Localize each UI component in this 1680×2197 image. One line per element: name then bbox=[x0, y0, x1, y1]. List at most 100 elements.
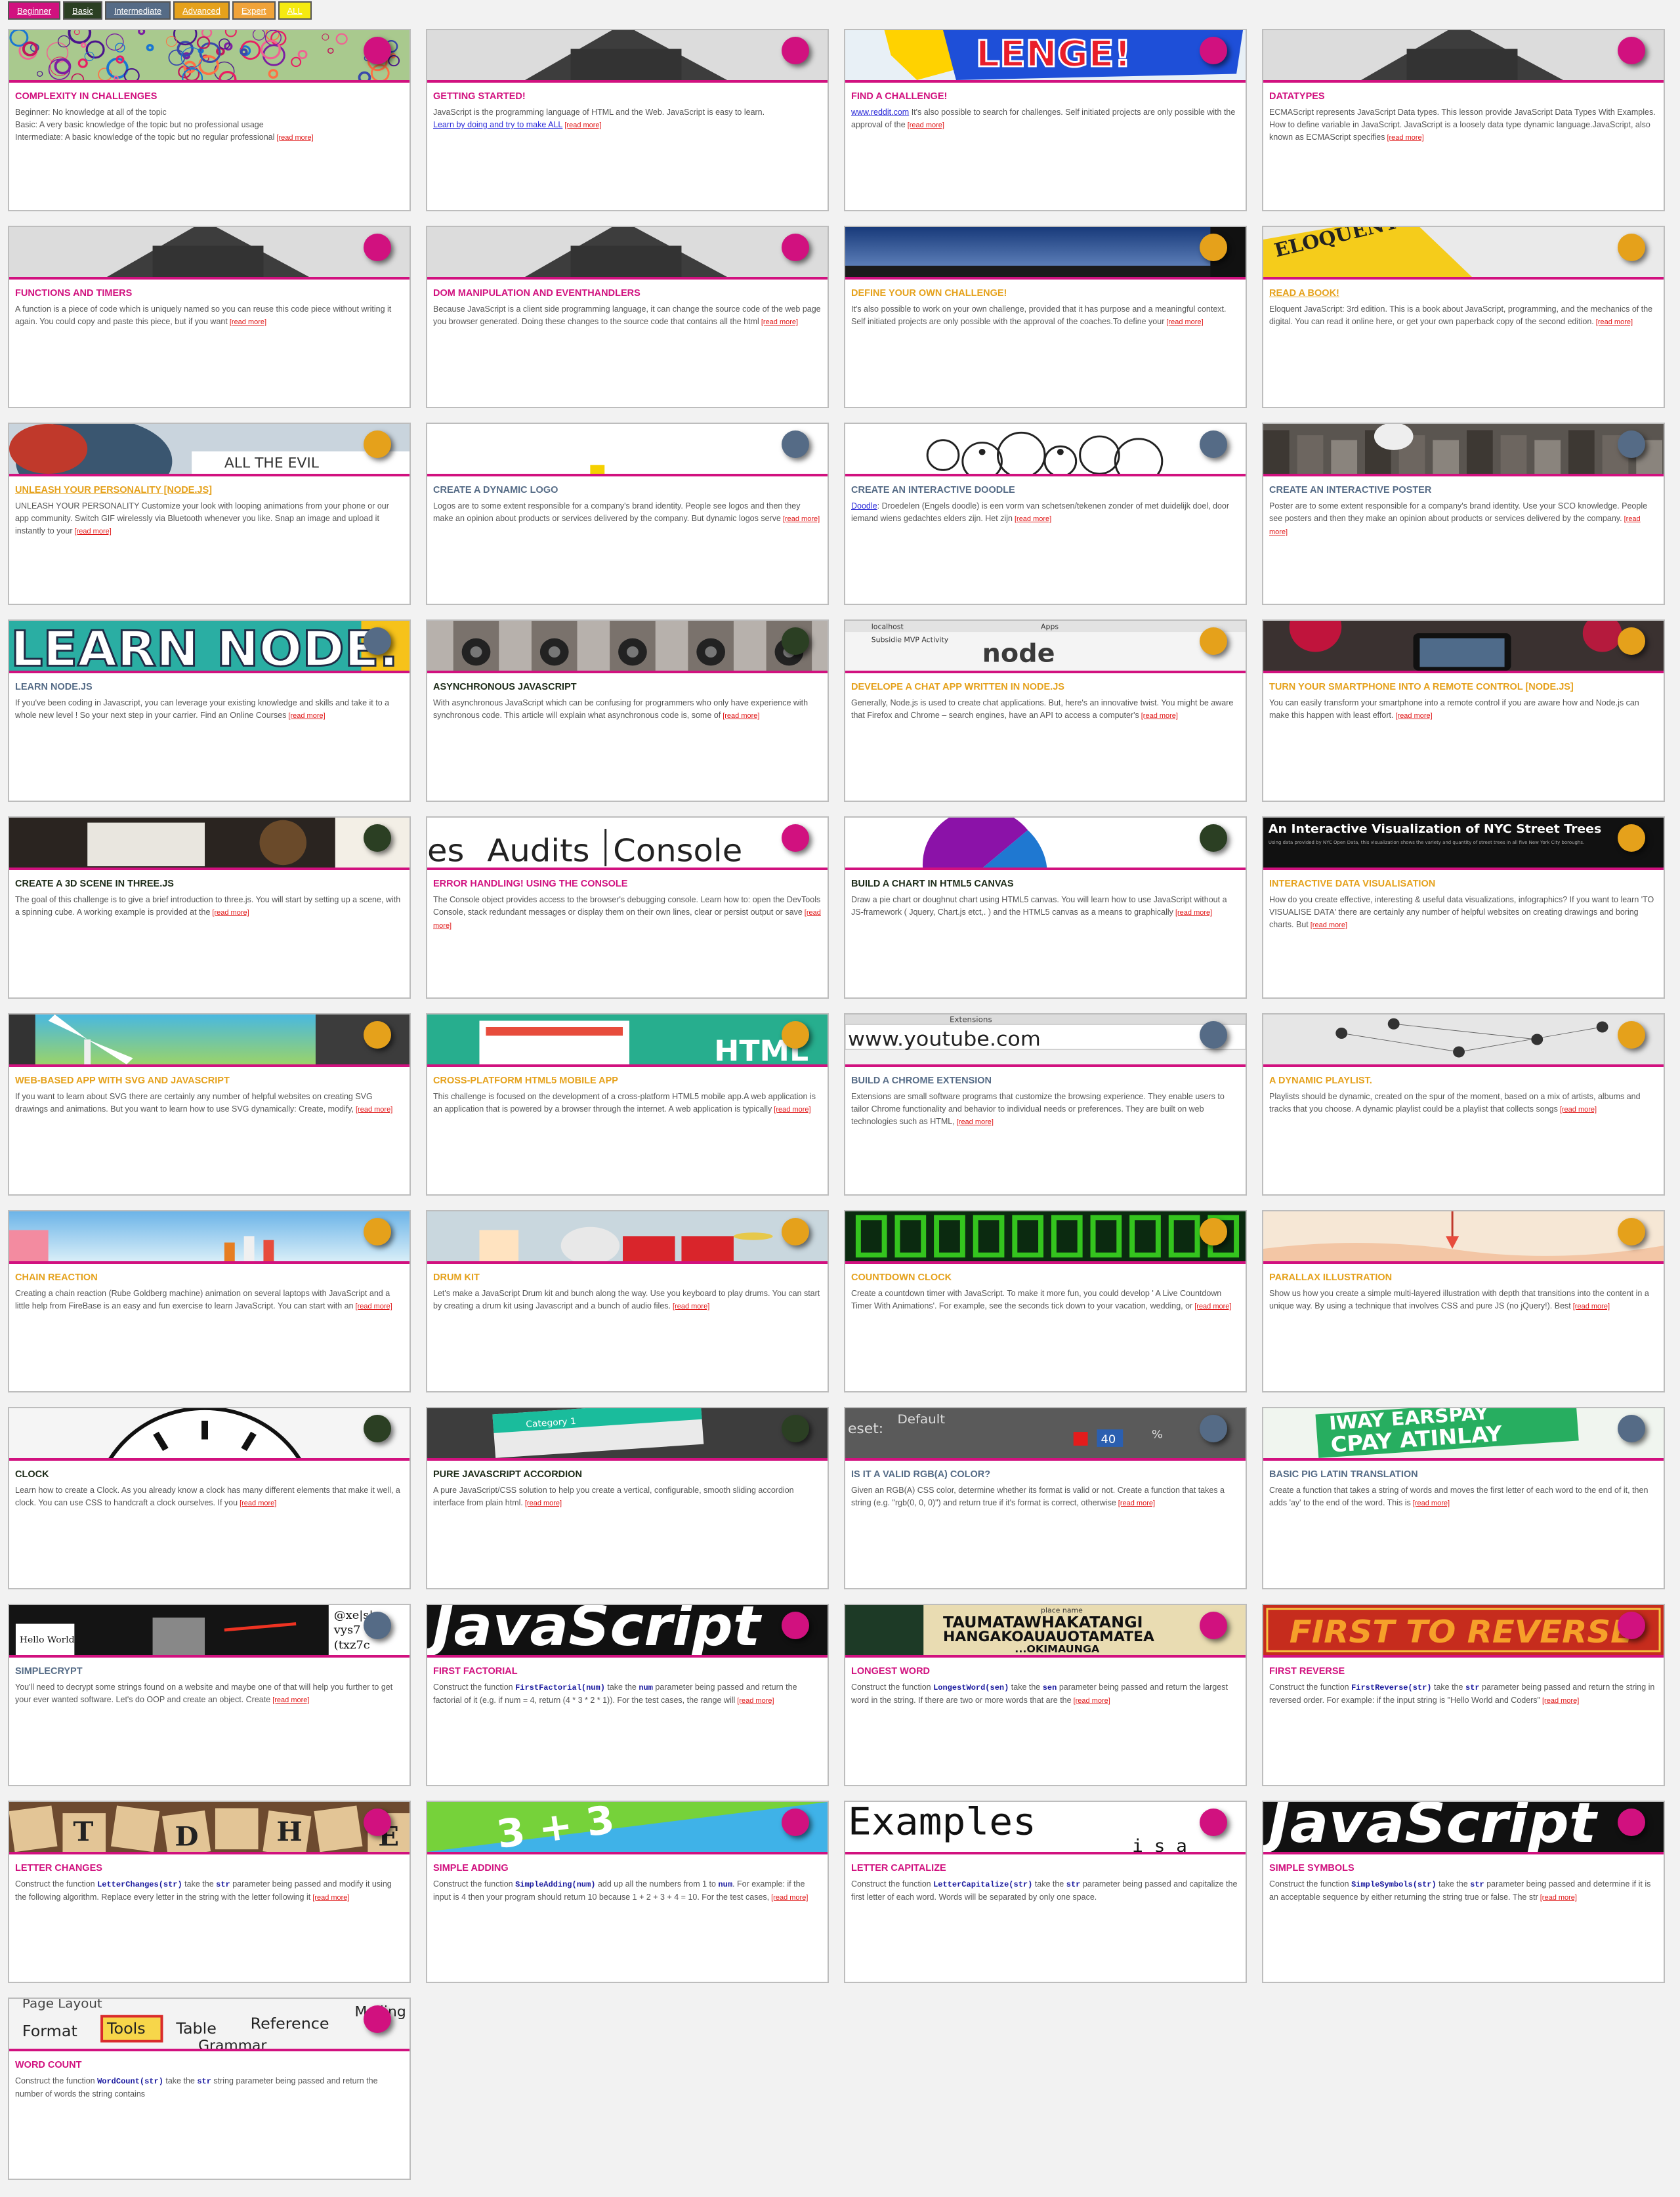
level-indicator-dot[interactable] bbox=[782, 37, 809, 64]
level-indicator-dot[interactable] bbox=[1200, 234, 1227, 261]
read-more-link[interactable]: [read more] bbox=[356, 1106, 393, 1114]
level-indicator-dot[interactable] bbox=[364, 1218, 391, 1245]
challenge-thumbnail[interactable] bbox=[1263, 30, 1664, 83]
level-indicator-dot[interactable] bbox=[1200, 1415, 1227, 1442]
challenge-thumbnail[interactable]: JavaScript bbox=[427, 1605, 828, 1658]
read-more-link[interactable]: [read more] bbox=[1194, 1303, 1232, 1310]
challenge-title[interactable]: LETTER CAPITALIZE bbox=[851, 1863, 946, 1873]
read-more-link[interactable]: [read more] bbox=[1412, 1499, 1450, 1507]
challenge-thumbnail[interactable]: 3 + 3 bbox=[427, 1802, 828, 1854]
level-indicator-dot[interactable] bbox=[782, 627, 809, 655]
level-indicator-dot[interactable] bbox=[364, 824, 391, 852]
level-indicator-dot[interactable] bbox=[364, 1415, 391, 1442]
challenge-title[interactable]: CROSS-PLATFORM HTML5 MOBILE APP bbox=[433, 1076, 618, 1086]
challenge-title[interactable]: WORD COUNT bbox=[15, 2060, 82, 2070]
level-indicator-dot[interactable] bbox=[1618, 824, 1645, 852]
challenge-thumbnail[interactable] bbox=[9, 1211, 410, 1264]
challenge-title[interactable]: CREATE A DYNAMIC LOGO bbox=[433, 485, 558, 495]
read-more-link[interactable]: [read more] bbox=[288, 712, 326, 720]
challenge-thumbnail[interactable]: ELOQUENT SCRIPT bbox=[1263, 227, 1664, 280]
level-indicator-dot[interactable] bbox=[1618, 430, 1645, 458]
read-more-link[interactable]: [read more] bbox=[1387, 134, 1424, 142]
read-more-link[interactable]: [read more] bbox=[1166, 318, 1204, 326]
read-more-link[interactable]: [read more] bbox=[1572, 1303, 1610, 1310]
level-indicator-dot[interactable] bbox=[364, 37, 391, 64]
filter-beginner-button[interactable]: Beginner bbox=[8, 1, 61, 20]
level-indicator-dot[interactable] bbox=[364, 1612, 391, 1639]
challenge-thumbnail[interactable] bbox=[9, 1015, 410, 1067]
read-more-link[interactable]: [read more] bbox=[240, 1499, 277, 1507]
level-indicator-dot[interactable] bbox=[782, 234, 809, 261]
level-indicator-dot[interactable] bbox=[1200, 1612, 1227, 1639]
read-more-link[interactable]: [read more] bbox=[761, 318, 799, 326]
challenge-title[interactable]: CREATE A 3D SCENE IN THREE.JS bbox=[15, 879, 174, 889]
filter-intermediate-button[interactable]: Intermediate bbox=[104, 1, 171, 20]
challenge-thumbnail[interactable]: eset: Default 40% bbox=[845, 1408, 1246, 1461]
description-link[interactable]: www.reddit.com bbox=[851, 108, 910, 117]
level-indicator-dot[interactable] bbox=[1200, 627, 1227, 655]
read-more-link[interactable]: [read more] bbox=[272, 1696, 310, 1704]
challenge-thumbnail[interactable] bbox=[1263, 1015, 1664, 1067]
level-indicator-dot[interactable] bbox=[364, 1021, 391, 1049]
read-more-link[interactable]: [read more] bbox=[276, 134, 314, 142]
challenge-title[interactable]: FIND A CHALLENGE! bbox=[851, 91, 948, 102]
read-more-link[interactable]: [read more] bbox=[1595, 318, 1633, 326]
challenge-thumbnail[interactable]: es Audits Console bbox=[427, 818, 828, 870]
challenge-title[interactable]: SIMPLE ADDING bbox=[433, 1863, 509, 1873]
challenge-thumbnail[interactable] bbox=[1263, 424, 1664, 476]
challenge-title[interactable]: LETTER CHANGES bbox=[15, 1863, 102, 1873]
challenge-thumbnail[interactable] bbox=[427, 621, 828, 673]
read-more-link[interactable]: [read more] bbox=[907, 121, 944, 129]
read-more-link[interactable]: [read more] bbox=[1014, 515, 1052, 523]
read-more-link[interactable]: [read more] bbox=[1310, 921, 1347, 929]
filter-all-button[interactable]: ALL bbox=[278, 1, 312, 20]
challenge-thumbnail[interactable] bbox=[427, 30, 828, 83]
challenge-title[interactable]: IS IT A VALID RGB(A) COLOR? bbox=[851, 1469, 991, 1480]
challenge-thumbnail[interactable]: Category 1 bbox=[427, 1408, 828, 1461]
challenge-thumbnail[interactable] bbox=[427, 227, 828, 280]
level-indicator-dot[interactable] bbox=[1618, 1218, 1645, 1245]
challenge-thumbnail[interactable] bbox=[9, 227, 410, 280]
filter-advanced-button[interactable]: Advanced bbox=[173, 1, 230, 20]
challenge-thumbnail[interactable] bbox=[845, 1211, 1246, 1264]
level-indicator-dot[interactable] bbox=[1618, 37, 1645, 64]
challenge-thumbnail[interactable] bbox=[845, 424, 1246, 476]
read-more-link[interactable]: [read more] bbox=[433, 909, 821, 930]
level-indicator-dot[interactable] bbox=[1200, 430, 1227, 458]
read-more-link[interactable]: [read more] bbox=[782, 515, 820, 523]
read-more-link[interactable]: [read more] bbox=[1269, 515, 1641, 536]
read-more-link[interactable]: [read more] bbox=[1542, 1697, 1580, 1705]
challenge-title[interactable]: LEARN NODE.JS bbox=[15, 682, 93, 692]
level-indicator-dot[interactable] bbox=[364, 627, 391, 655]
level-indicator-dot[interactable] bbox=[1618, 1415, 1645, 1442]
challenge-title[interactable]: DRUM KIT bbox=[433, 1272, 480, 1283]
challenge-title[interactable]: DEVELOPE A CHAT APP WRITTEN IN NODE.JS bbox=[851, 682, 1064, 692]
level-indicator-dot[interactable] bbox=[782, 1021, 809, 1049]
level-indicator-dot[interactable] bbox=[1618, 1021, 1645, 1049]
level-indicator-dot[interactable] bbox=[782, 1809, 809, 1836]
challenge-thumbnail[interactable]: IWAY EARSPAY CPAY ATINLAY bbox=[1263, 1408, 1664, 1461]
description-link[interactable]: Doodle bbox=[851, 501, 877, 511]
challenge-title[interactable]: CLOCK bbox=[15, 1469, 49, 1480]
read-more-link[interactable]: [read more] bbox=[524, 1499, 562, 1507]
read-more-link[interactable]: [read more] bbox=[1141, 712, 1178, 720]
challenge-title[interactable]: SIMPLECRYPT bbox=[15, 1666, 83, 1677]
challenge-title[interactable]: ASYNCHRONOUS JAVASCRIPT bbox=[433, 682, 577, 692]
challenge-title[interactable]: BASIC PIG LATIN TRANSLATION bbox=[1269, 1469, 1418, 1480]
level-indicator-dot[interactable] bbox=[364, 1809, 391, 1836]
challenge-title[interactable]: TURN YOUR SMARTPHONE INTO A REMOTE CONTR… bbox=[1269, 682, 1574, 692]
level-indicator-dot[interactable] bbox=[782, 824, 809, 852]
challenge-title[interactable]: COUNTDOWN CLOCK bbox=[851, 1272, 952, 1283]
challenge-title[interactable]: FIRST REVERSE bbox=[1269, 1666, 1345, 1677]
challenge-title[interactable]: PURE JAVASCRIPT ACCORDION bbox=[433, 1469, 582, 1480]
challenge-thumbnail[interactable]: Page LayoutFormatToolsTableReferenceMail… bbox=[9, 1999, 410, 2051]
read-more-link[interactable]: [read more] bbox=[771, 1894, 808, 1902]
challenge-title[interactable]: COMPLEXITY IN CHALLENGES bbox=[15, 91, 158, 102]
level-indicator-dot[interactable] bbox=[1200, 1809, 1227, 1836]
read-more-link[interactable]: [read more] bbox=[74, 528, 112, 535]
challenge-title[interactable]: SIMPLE SYMBOLS bbox=[1269, 1863, 1354, 1873]
read-more-link[interactable]: [read more] bbox=[1073, 1697, 1110, 1705]
level-indicator-dot[interactable] bbox=[364, 430, 391, 458]
read-more-link[interactable]: [read more] bbox=[212, 909, 249, 917]
